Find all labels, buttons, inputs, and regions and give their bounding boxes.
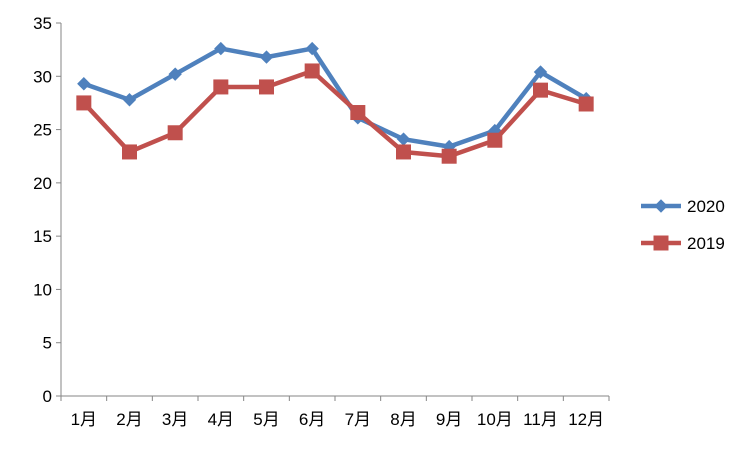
series-group: [76, 41, 594, 164]
x-tick-label: 11月: [523, 410, 558, 429]
y-axis-ticks: 0 5 10 15 20 25 30 35: [33, 14, 61, 406]
series-2019-point: [213, 79, 229, 95]
x-tick-label: 5月: [253, 410, 279, 429]
series-2020-point: [122, 93, 137, 107]
axes: [60, 23, 609, 397]
series-2020: [77, 41, 593, 154]
series-2020-point: [305, 41, 319, 56]
series-2019-point: [76, 95, 92, 111]
series-2019-line: [81, 68, 589, 159]
series-2019-point: [122, 144, 137, 160]
series-2020-point: [259, 50, 274, 64]
series-2019-point: [396, 144, 411, 160]
legend-label: 2020: [687, 197, 725, 216]
x-tick-label: 4月: [208, 410, 234, 429]
x-tick-label: 3月: [162, 410, 188, 429]
x-tick-label: 9月: [436, 410, 462, 429]
series-2020-point: [168, 67, 182, 81]
x-tick-label: 10月: [477, 410, 513, 429]
series-2019-point: [441, 148, 457, 164]
series-2020-point: [77, 77, 91, 91]
series-2019-point: [533, 82, 548, 98]
legend-item-2020: 2020: [641, 197, 725, 216]
series-2019-point: [259, 79, 274, 95]
x-tick-label: 12月: [568, 410, 604, 429]
legend-label: 2019: [687, 234, 725, 253]
legend-item-2019: 2019: [641, 234, 725, 253]
y-tick-label: 10: [33, 280, 52, 299]
y-tick-label: 35: [33, 14, 52, 33]
series-2019-point: [167, 125, 183, 141]
y-tick-label: 30: [33, 67, 52, 86]
x-tick-label: 6月: [299, 410, 325, 429]
series-2020-point: [533, 65, 548, 79]
series-2019-point: [578, 96, 594, 112]
series-2019-point: [487, 132, 503, 148]
y-tick-label: 20: [33, 174, 52, 193]
y-tick-label: 5: [43, 334, 52, 353]
series-2019-point: [350, 105, 366, 121]
x-axis-ticks: 1月 2月 3月 4月 5月 6月 7月 8月 9月 10月 11月 12月: [60, 396, 610, 429]
series-2019-point: [653, 235, 669, 251]
x-tick-label: 7月: [345, 410, 371, 429]
series-2019: [76, 63, 594, 164]
series-2020-point: [214, 41, 228, 56]
x-tick-label: 1月: [71, 410, 97, 429]
legend: 2020 2019: [641, 197, 725, 253]
series-2020-point: [654, 199, 668, 213]
series-2019-point: [304, 63, 320, 79]
y-tick-label: 15: [33, 227, 52, 246]
series-2020-line: [81, 46, 589, 149]
y-tick-label: 0: [43, 387, 52, 406]
y-tick-label: 25: [33, 121, 52, 140]
x-tick-label: 8月: [390, 410, 416, 429]
x-tick-label: 2月: [116, 410, 142, 429]
